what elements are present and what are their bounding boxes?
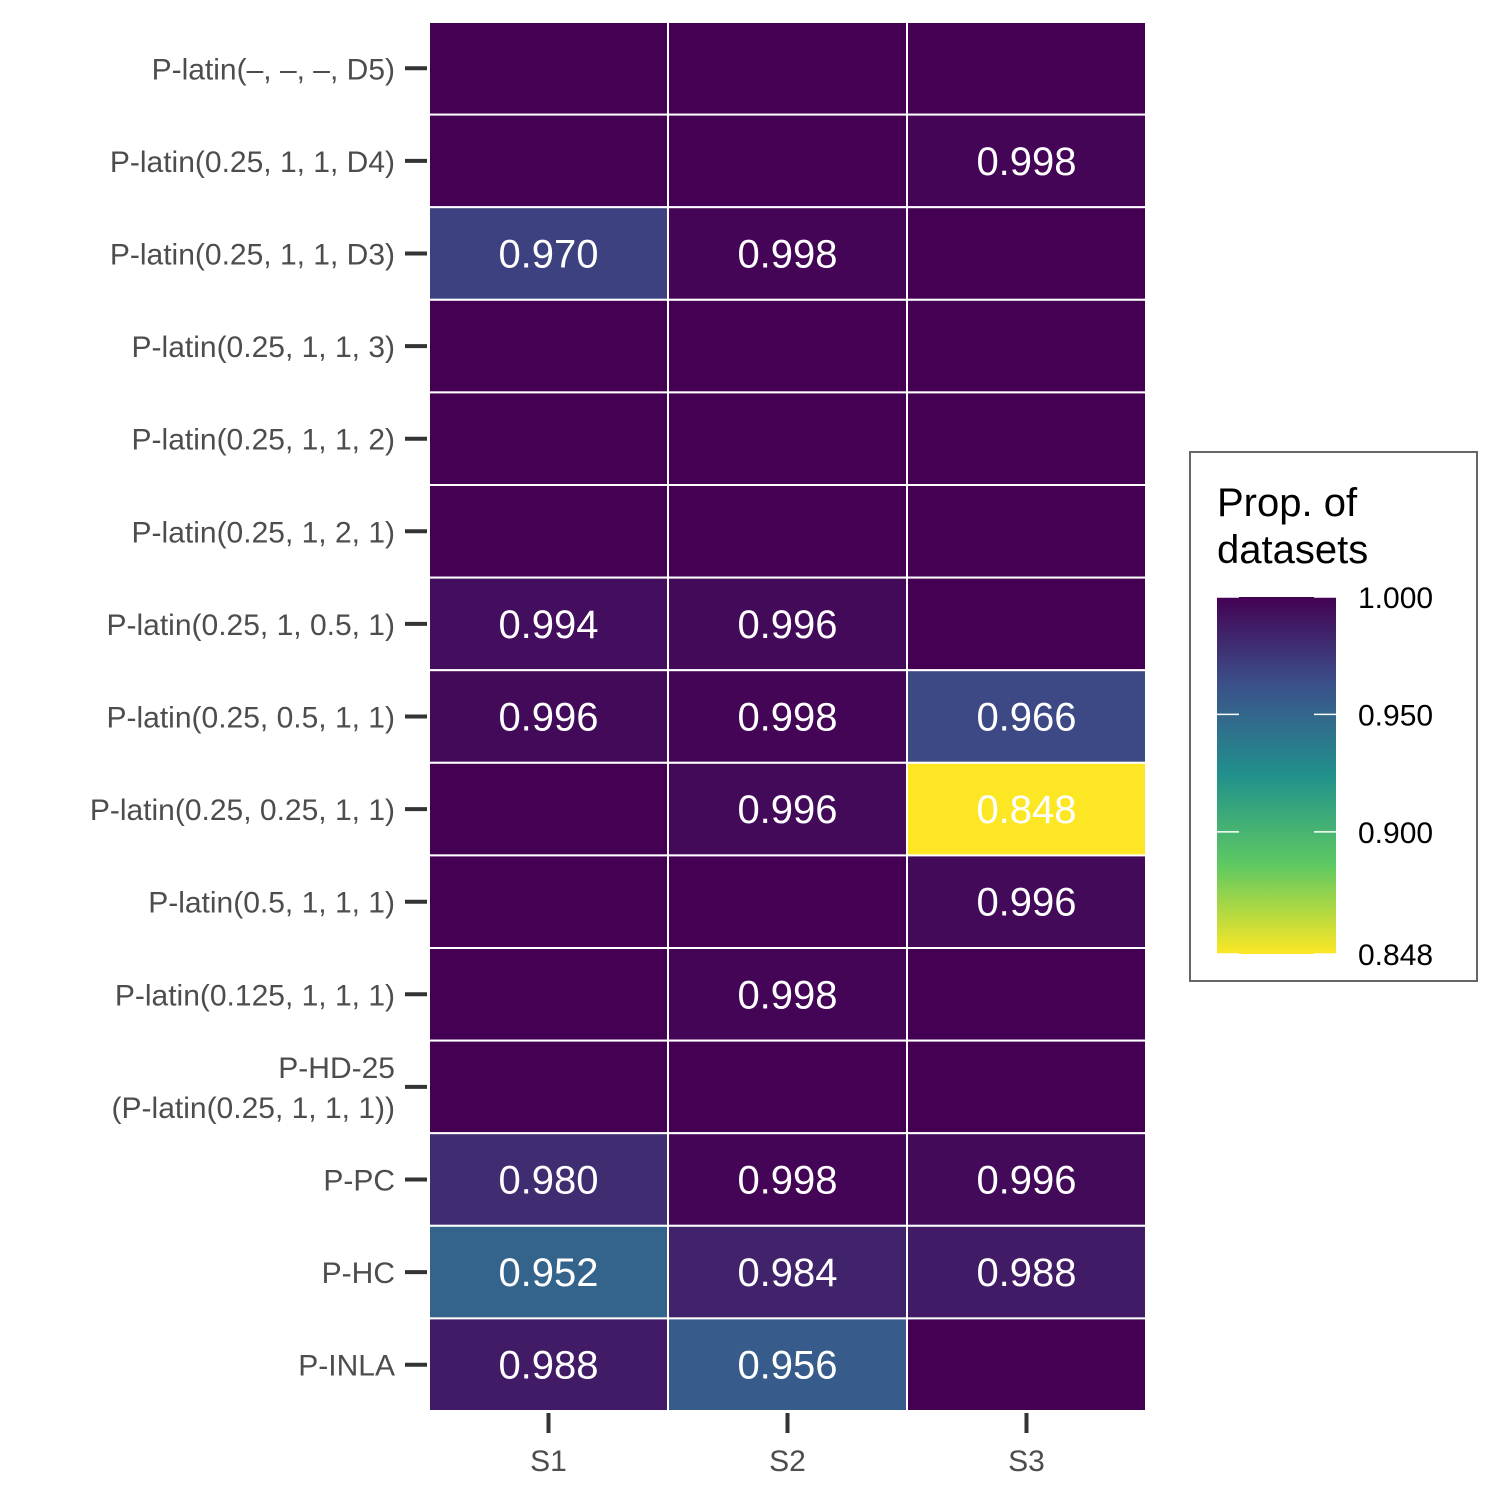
legend-tick-label: 0.848: [1358, 939, 1433, 972]
legend-tick-label: 1.000: [1358, 582, 1433, 615]
heatmap-cell: [667, 391, 908, 486]
y-tick-label: P-latin(0.25, 1, 1, 2): [132, 424, 395, 457]
cell-value-label: 0.998: [737, 1159, 837, 1203]
cell-value-label: 0.952: [498, 1251, 598, 1295]
heatmap-cell: [667, 484, 908, 579]
y-tick-label: P-HC: [322, 1257, 395, 1290]
cell-value-label: 0.988: [498, 1344, 598, 1388]
cell-value-label: 0.998: [737, 973, 837, 1017]
heatmap-cell: [906, 669, 1147, 764]
heatmap-cell: [906, 206, 1147, 301]
y-tick-label: P-latin(–, –, –, D5): [152, 53, 395, 86]
heatmap-cell: [428, 576, 669, 672]
cell-value-label: 0.996: [976, 881, 1076, 925]
x-tick-label: S3: [1008, 1445, 1045, 1478]
cell-value-label: 0.998: [737, 233, 837, 277]
heatmap-cell: [906, 298, 1147, 394]
cell-value-label: 0.994: [498, 603, 598, 647]
heatmap-cell: [428, 391, 669, 486]
heatmap-cell: [428, 484, 669, 579]
cell-value-label: 0.984: [737, 1251, 837, 1295]
cell-value-label: 0.980: [498, 1159, 598, 1203]
y-tick-label: P-latin(0.5, 1, 1, 1): [148, 887, 395, 920]
cell-value-label: 0.996: [498, 696, 598, 740]
heatmap-cell: [667, 1132, 908, 1227]
heatmap-cell: [906, 1132, 1147, 1227]
heatmap-cell: [906, 21, 1147, 116]
heatmap-cell: [667, 1039, 908, 1135]
cell-value-label: 0.996: [737, 603, 837, 647]
heatmap-cell: [906, 1224, 1147, 1320]
y-tick-label: P-latin(0.25, 0.25, 1, 1): [90, 794, 395, 827]
y-tick-label: P-latin(0.25, 1, 0.5, 1): [107, 609, 396, 642]
heatmap-cell: [428, 1039, 669, 1135]
cell-value-label: 0.996: [976, 1159, 1076, 1203]
heatmap-cell: [667, 21, 908, 116]
heatmap-cell: [906, 484, 1147, 579]
cell-value-label: 0.996: [737, 788, 837, 832]
y-tick-label: P-latin(0.25, 1, 2, 1): [132, 516, 395, 549]
legend-title: Prop. of datasets: [1217, 481, 1368, 572]
heatmap-cell: [428, 947, 669, 1042]
x-axis: S1 S2 S3: [530, 1413, 1045, 1478]
y-tick-label: P-latin(0.125, 1, 1, 1): [115, 979, 395, 1012]
heatmap-cell: [906, 1039, 1147, 1135]
cell-value-label: 0.966: [976, 696, 1076, 740]
legend-colorbar: [1217, 597, 1336, 954]
heatmap-cell: [428, 21, 669, 116]
cell-value-label: 0.998: [737, 696, 837, 740]
heatmap-cell: [428, 206, 669, 301]
y-tick-label: P-PC: [323, 1165, 395, 1198]
heatmap-cell: [906, 854, 1147, 950]
heatmap-cell: [428, 761, 669, 857]
y-axis: P-latin(–, –, –, D5) P-latin(0.25, 1, 1, …: [90, 53, 427, 1383]
x-tick-label: S1: [530, 1445, 567, 1478]
heatmap-cell: [906, 947, 1147, 1042]
legend-tick-label: 0.900: [1358, 817, 1433, 850]
y-tick-label: P-latin(0.25, 1, 1, 3): [132, 331, 395, 364]
heatmap-cell: [428, 1224, 669, 1320]
y-tick-label: P-HD-25 (P-latin(0.25, 1, 1, 1)): [112, 1052, 395, 1125]
heatmap-cell: [428, 854, 669, 950]
heatmap-cell: [428, 669, 669, 764]
cell-value-label: 0.988: [976, 1251, 1076, 1295]
cell-value-label: 0.848: [976, 788, 1076, 832]
heatmap-cell: [667, 947, 908, 1042]
heatmap-cell: [667, 1224, 908, 1320]
heatmap-cell: [667, 854, 908, 950]
heatmap-cell: [428, 113, 669, 209]
heatmap-cell: [667, 1317, 908, 1413]
heatmap-cell: [667, 206, 908, 301]
x-tick-label: S2: [769, 1445, 806, 1478]
heatmap-cells: 0.998 0.970 0.998 0.994 0.996 0.996 0.998 0.966…: [428, 21, 1147, 1413]
heatmap-cell: [906, 113, 1147, 209]
y-tick-label: P-latin(0.25, 0.5, 1, 1): [107, 702, 396, 735]
heatmap-cell: [428, 1317, 669, 1413]
y-tick-label: P-latin(0.25, 1, 1, D3): [110, 239, 395, 272]
cell-value-label: 0.956: [737, 1344, 837, 1388]
heatmap-cell: [667, 298, 908, 394]
color-legend: Prop. of datasets 1.000 0.950 0.900 0.848: [1189, 451, 1478, 982]
cell-value-label: 0.998: [976, 140, 1076, 184]
heatmap-cell: [906, 1317, 1147, 1413]
heatmap-cell: [667, 113, 908, 209]
heatmap-cell: [906, 761, 1147, 857]
heatmap-cell: [906, 391, 1147, 486]
y-tick-label: P-INLA: [298, 1350, 395, 1383]
y-tick-label: P-latin(0.25, 1, 1, D4): [110, 146, 395, 179]
heatmap-cell: [906, 576, 1147, 672]
legend-tick-label: 0.950: [1358, 699, 1433, 732]
cell-value-label: 0.970: [498, 233, 598, 277]
heatmap-cell: [428, 298, 669, 394]
